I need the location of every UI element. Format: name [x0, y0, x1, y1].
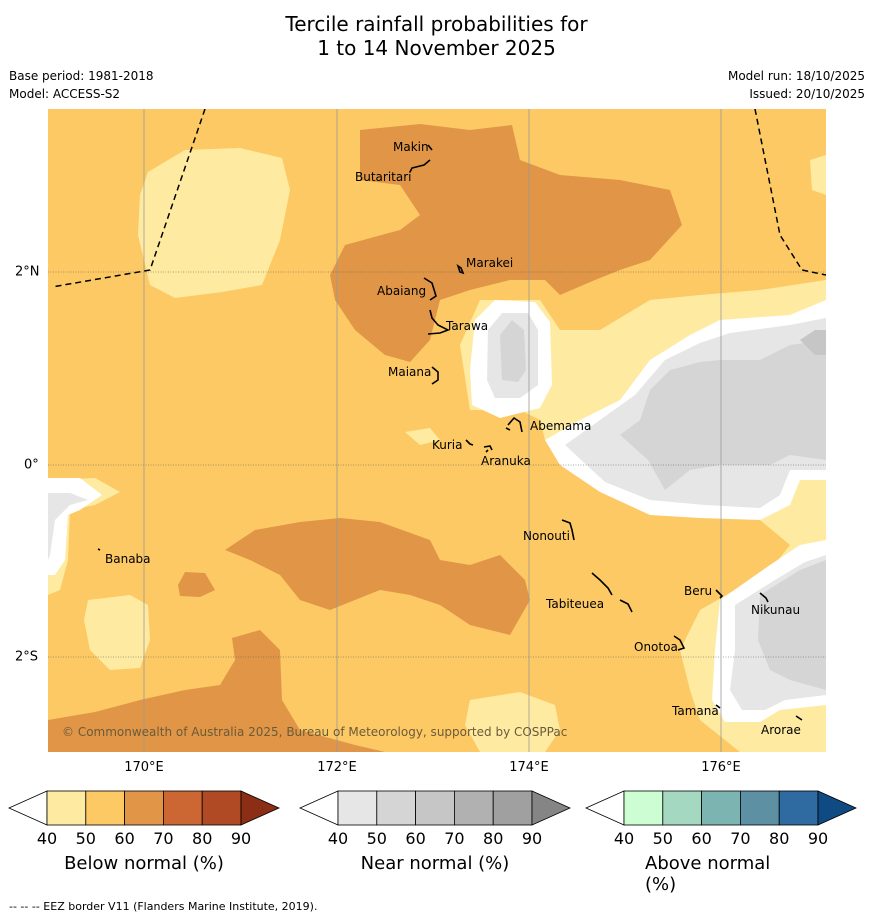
- island-label-onotoa: Onotoa: [634, 640, 678, 654]
- field-near-40-50: [48, 493, 88, 560]
- map-title: Tercile rainfall probabilities for 1 to …: [0, 12, 873, 60]
- island-label-abaiang: Abaiang: [377, 284, 426, 298]
- field-below-60-70: [225, 518, 530, 635]
- colorbar-extend-low: [299, 790, 339, 826]
- meta-right: Model run: 18/10/2025 Issued: 20/10/2025: [728, 67, 865, 103]
- colorbar-cell: [415, 790, 455, 826]
- island-label-abemama: Abemama: [530, 419, 591, 433]
- colorbar-cell: [453, 790, 494, 826]
- colorbar-cell: [201, 790, 242, 826]
- colorbar-title-near: Near normal (%): [360, 853, 510, 874]
- island-labels: Makin Butaritari Marakei Abaiang Tarawa …: [105, 140, 801, 737]
- lon-label-172: 172°E: [317, 760, 357, 775]
- colorbar-cell: [46, 790, 87, 826]
- colorbar-cell: [623, 790, 664, 826]
- lon-label-176: 176°E: [701, 760, 741, 775]
- colorbar-tick-label: 80: [192, 829, 213, 848]
- colorbar-extend-high: [240, 790, 280, 826]
- island-label-nikunau: Nikunau: [751, 603, 800, 617]
- field-near-50-60: [500, 320, 526, 382]
- lat-label-2s: 2°S: [15, 649, 39, 665]
- colorbar-cell: [124, 790, 164, 826]
- meridians: [143, 109, 722, 752]
- colorbar-extend-high: [531, 790, 571, 826]
- colorbar-tick-label: 80: [483, 829, 504, 848]
- colorbar-tick-label: 70: [444, 829, 465, 848]
- field-below-60-70: [48, 630, 385, 752]
- colorbar-extend-low: [8, 790, 48, 826]
- colorbar-tick-label: 50: [366, 829, 387, 848]
- island-label-banaba: Banaba: [105, 552, 151, 566]
- field-below-40-50: [465, 692, 560, 752]
- lat-label-2n: 2°N: [15, 264, 40, 280]
- colorbar-title-above: Above normal (%): [645, 853, 771, 895]
- colorbar-cell: [376, 790, 416, 826]
- colorbar-extend-high: [817, 790, 857, 826]
- field-below-40-50: [84, 595, 150, 670]
- colorbar-title-below: Below normal (%): [64, 853, 224, 874]
- lon-label-170: 170°E: [124, 760, 164, 775]
- colorbar-tick-label: 40: [36, 829, 58, 848]
- island-shapes: [97, 144, 803, 721]
- colorbar-cell: [85, 790, 126, 826]
- copyright-text: © Commonwealth of Australia 2025, Bureau…: [62, 725, 567, 739]
- lat-label-0: 0°: [24, 457, 39, 473]
- issued-text: Issued: 20/10/2025: [749, 87, 865, 101]
- field-below-40-50: [810, 155, 826, 195]
- field-below-60-70: [178, 572, 215, 597]
- field-near-60-70: [800, 330, 826, 355]
- colorbar-cell: [701, 790, 741, 826]
- colorbar-cell: [492, 790, 533, 826]
- island-label-tarawa: Tarawa: [445, 319, 488, 333]
- colorbar-tick-label: 60: [114, 829, 135, 848]
- field-near-50-60: [620, 340, 826, 490]
- field-near-50-60: [758, 560, 826, 690]
- title-line-1: Tercile rainfall probabilities for: [285, 12, 588, 36]
- graticule: [48, 271, 826, 658]
- eez-border: [51, 109, 826, 288]
- title-line-2: 1 to 14 November 2025: [317, 36, 556, 60]
- colorbar-tick-label: 60: [405, 829, 426, 848]
- island-label-kuria: Kuria: [432, 438, 463, 452]
- island-label-butaritari: Butaritari: [355, 170, 412, 184]
- model-run-text: Model run: 18/10/2025: [727, 69, 865, 83]
- colorbar-tick-label: 60: [691, 829, 712, 848]
- island-label-aranuka: Aranuka: [481, 454, 531, 468]
- island-label-arorae: Arorae: [761, 723, 801, 737]
- island-label-tamana: Tamana: [671, 704, 719, 718]
- field-below-40-50: [138, 148, 290, 298]
- colorbar-tick-label: 50: [75, 829, 96, 848]
- model-text: Model: ACCESS-S2: [9, 87, 121, 101]
- field-below-60-70: [330, 124, 682, 362]
- colorbar-tick-label: 40: [327, 829, 349, 848]
- colorbar-extend-low: [585, 790, 625, 826]
- colorbar-cell: [162, 790, 203, 826]
- colorbar-tick-label: 40: [613, 829, 635, 848]
- island-label-maiana: Maiana: [388, 365, 431, 379]
- colorbar-tick-label: 90: [230, 829, 252, 848]
- island-label-beru: Beru: [684, 584, 712, 598]
- field-below-40-50: [405, 428, 440, 445]
- base-period-text: Base period: 1981-2018: [9, 69, 154, 83]
- island-label-makin: Makin: [393, 140, 429, 154]
- colorbar-tick-label: 90: [807, 829, 829, 848]
- colorbar-tick-label: 80: [769, 829, 790, 848]
- colorbar-cell: [662, 790, 702, 826]
- colorbar-cell: [740, 790, 780, 826]
- island-label-marakei: Marakei: [466, 256, 513, 270]
- colorbar-cell: [778, 790, 819, 826]
- meta-left: Base period: 1981-2018 Model: ACCESS-S2: [9, 67, 154, 103]
- island-label-tabiteuea: Tabiteuea: [545, 597, 604, 611]
- colorbar-tick-label: 70: [730, 829, 751, 848]
- colorbars: [8, 790, 857, 826]
- probability-field: [48, 109, 826, 752]
- eez-footnote: -- -- -- EEZ border V11 (Flanders Marine…: [9, 900, 318, 913]
- colorbar-tick-label: 70: [153, 829, 174, 848]
- colorbar-tick-label: 90: [521, 829, 543, 848]
- island-label-nonouti: Nonouti: [523, 529, 570, 543]
- colorbar-cell: [337, 790, 378, 826]
- colorbar-tick-label: 50: [652, 829, 673, 848]
- lon-label-174: 174°E: [509, 760, 549, 775]
